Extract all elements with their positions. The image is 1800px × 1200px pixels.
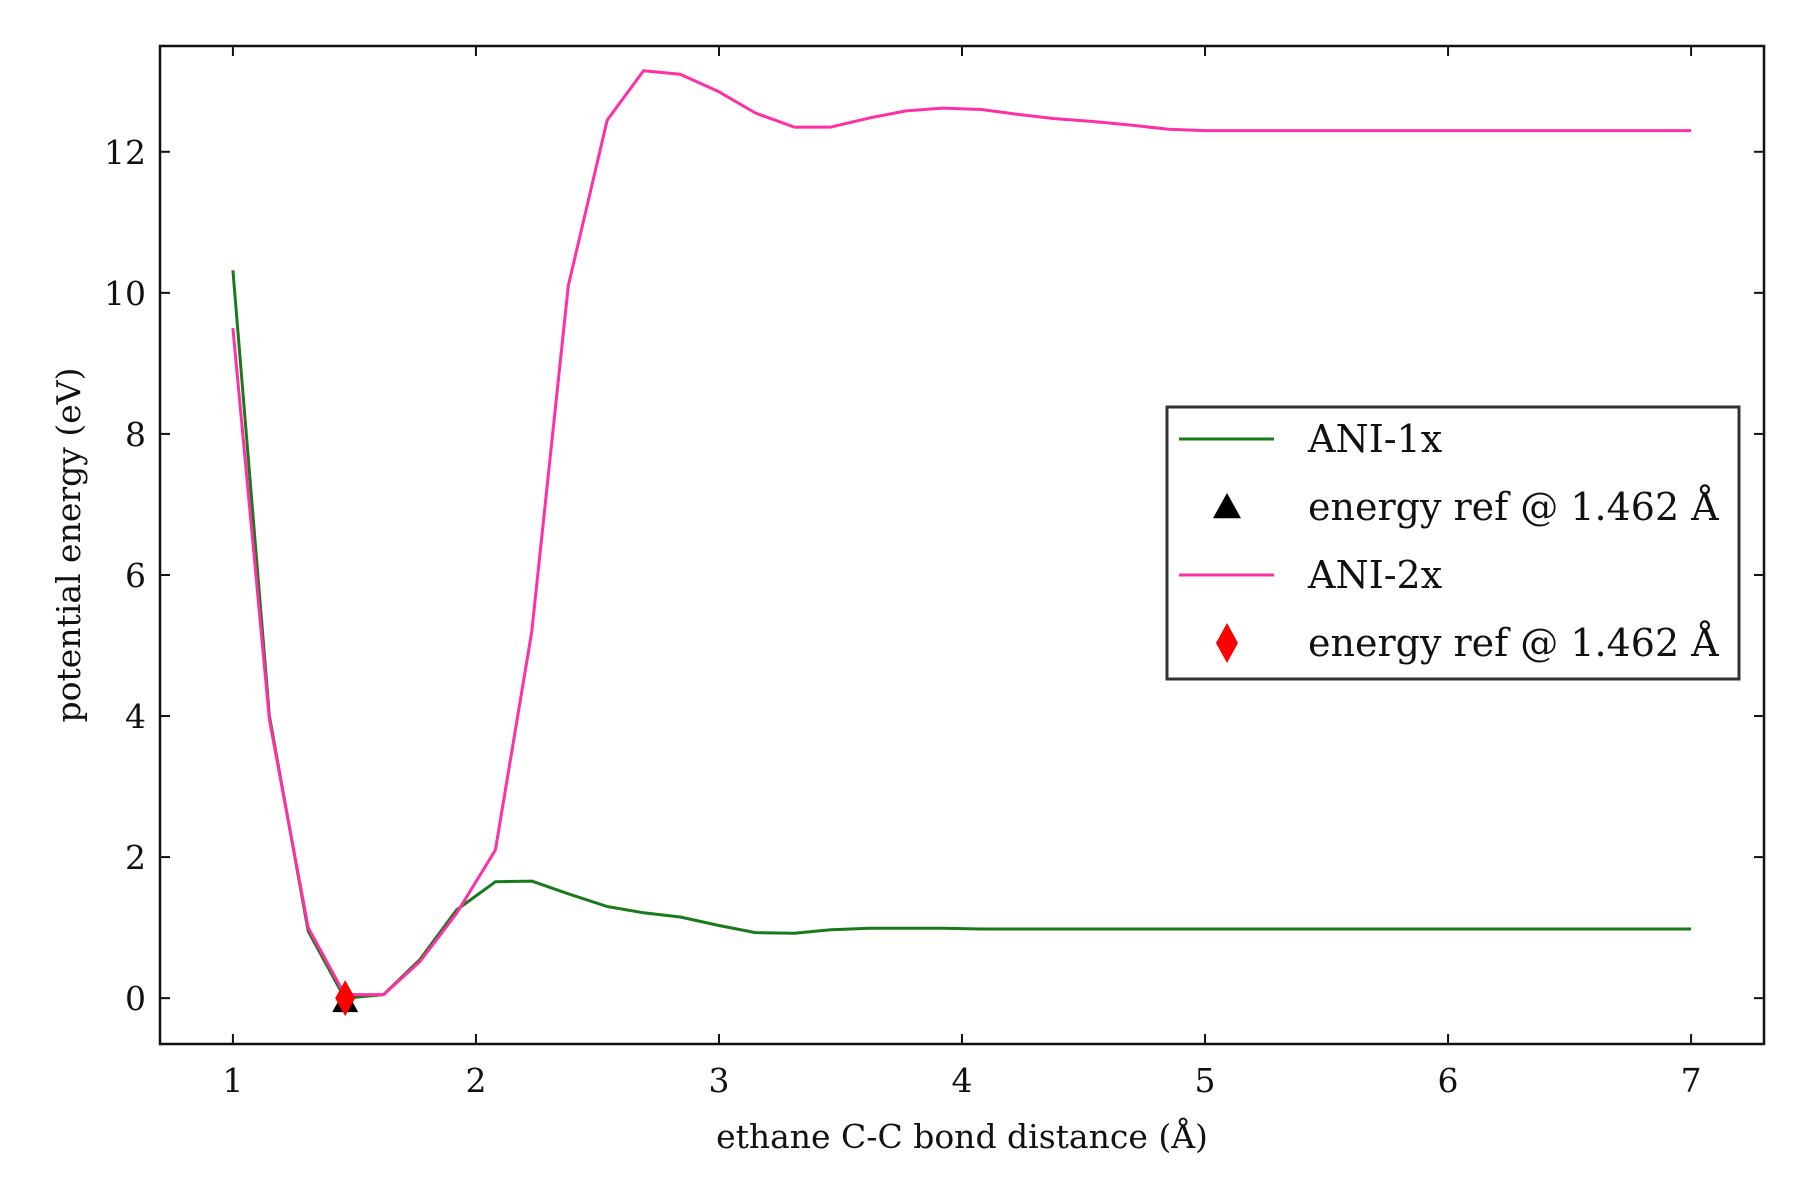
x-tick-label: 7 xyxy=(1681,1061,1702,1100)
y-tick-label: 2 xyxy=(125,838,146,877)
x-axis: 1 2 3 4 5 6 7 xyxy=(222,46,1702,1100)
x-tick-label: 4 xyxy=(952,1061,973,1100)
series-line-ani-2x xyxy=(231,69,1692,997)
y-axis-title: potential energy (eV) xyxy=(49,367,88,722)
series-group xyxy=(231,69,1692,1017)
ref-point-diamond xyxy=(335,980,356,1017)
x-tick-label: 5 xyxy=(1195,1061,1216,1100)
legend-label: ANI-1x xyxy=(1307,417,1442,461)
legend-label: energy ref @ 1.462 Å xyxy=(1308,621,1719,665)
y-tick-label: 0 xyxy=(125,979,146,1018)
y-tick-label: 4 xyxy=(125,697,146,736)
x-tick-label: 1 xyxy=(222,1061,243,1100)
legend-triangle-swatch xyxy=(1213,493,1241,519)
y-tick-label: 6 xyxy=(125,556,146,595)
y-tick-label: 10 xyxy=(104,274,146,313)
y-axis: 0 2 4 6 8 10 12 xyxy=(104,133,1764,1018)
x-tick-label: 3 xyxy=(708,1061,729,1100)
y-tick-label: 12 xyxy=(104,133,146,172)
legend-label: ANI-2x xyxy=(1307,553,1442,597)
x-tick-label: 6 xyxy=(1438,1061,1459,1100)
legend-label: energy ref @ 1.462 Å xyxy=(1308,485,1719,529)
legend: ANI-1x energy ref @ 1.462 Å ANI-2x energy r… xyxy=(1165,405,1741,681)
x-tick-label: 2 xyxy=(465,1061,486,1100)
legend-diamond-swatch xyxy=(1216,623,1238,663)
legend-frame xyxy=(1165,405,1741,681)
y-tick-label: 8 xyxy=(125,415,146,454)
x-axis-title: ethane C-C bond distance (Å) xyxy=(716,1116,1208,1156)
